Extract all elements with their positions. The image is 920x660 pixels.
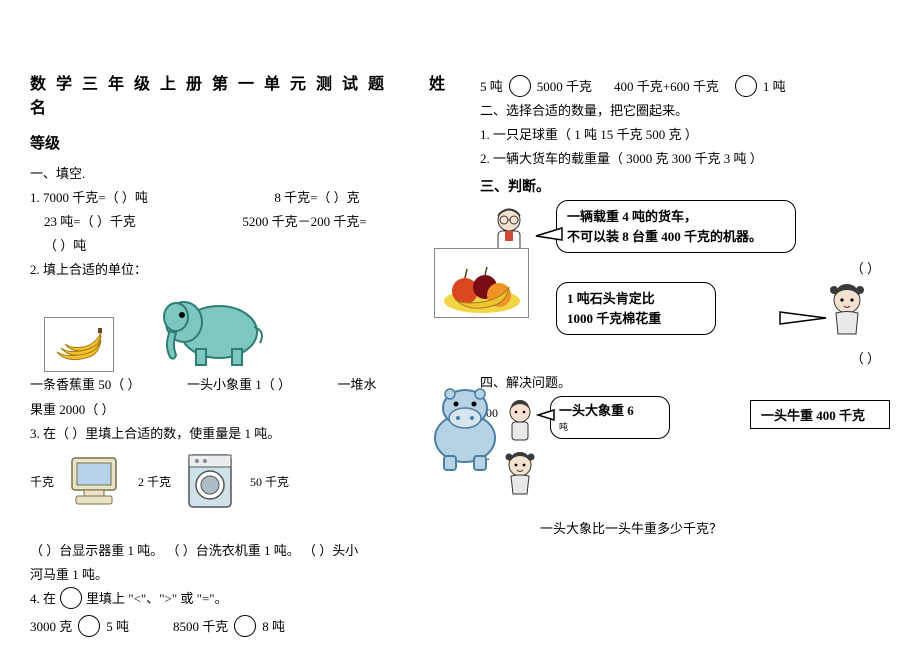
q4b2: 8 吨 bbox=[262, 616, 285, 638]
bubble-tail2-icon bbox=[778, 308, 828, 328]
b2l1: 1 吨石头肯定比 bbox=[567, 289, 705, 309]
q1-row2: 23 吨=（ ）千克 5200 千克－200 千克= bbox=[30, 211, 470, 233]
right-column: 5 吨 5000 千克 400 千克+600 千克 1 吨 二、选择合适的数量，… bbox=[480, 70, 890, 640]
bubble-tail-icon bbox=[534, 226, 564, 242]
fruit-image bbox=[434, 248, 529, 318]
q4: 4. 在 里填上 "<"、">" 或 "="。 bbox=[30, 588, 470, 610]
r1c: 400 千克+600 千克 bbox=[614, 76, 719, 98]
section4-head: 四、解决问题。 bbox=[480, 372, 890, 394]
banana-icon bbox=[49, 322, 109, 367]
judge-area: 一辆载重 4 吨的货车， 不可以装 8 台重 400 千克的机器。 （ ） 1 … bbox=[480, 200, 890, 370]
q1a: 1. 7000 千克=（ ）吨 bbox=[30, 190, 148, 205]
washer-weight: 50 千克 bbox=[250, 473, 289, 490]
caption-row1: 一条香蕉重 50（ ） 一头小象重 1（ ） 一堆水 bbox=[30, 374, 470, 396]
q4b1: 8500 千克 bbox=[173, 616, 228, 638]
fruit-caption-a: 一堆水 bbox=[338, 377, 377, 392]
bubble-tail3-icon bbox=[536, 408, 556, 422]
appliances-row: 千克 2 千克 50 千克 bbox=[30, 449, 470, 514]
solve-area: 500 一头大象重 6 吨 一头牛重 400 千克 1. bbox=[480, 396, 890, 546]
q1d: 5200 千克－200 千克= bbox=[242, 214, 366, 229]
units-row bbox=[44, 287, 470, 372]
b1l1: 一辆载重 4 吨的货车， bbox=[567, 207, 785, 227]
section1-head: 一、填空. bbox=[30, 163, 470, 185]
q1-row1: 1. 7000 千克=（ ）吨 8 千克=（ ）克 bbox=[30, 187, 470, 209]
circle-icon bbox=[78, 615, 100, 637]
b1l2: 不可以装 8 台重 400 千克的机器。 bbox=[567, 227, 785, 247]
elephant-block bbox=[154, 287, 274, 372]
elephant-icon bbox=[154, 287, 274, 372]
b1unit: 吨 bbox=[559, 421, 661, 435]
r1a: 5 吨 bbox=[480, 76, 503, 98]
slot1: （ ） bbox=[851, 258, 880, 277]
s4-question: 一头大象比一头牛重多少千克？ bbox=[540, 518, 722, 537]
q4a2: 5 吨 bbox=[106, 616, 129, 638]
circle-icon bbox=[509, 75, 531, 97]
b1: 一头大象重 6 bbox=[559, 403, 634, 418]
grade-label: 等级 bbox=[30, 132, 470, 153]
worksheet-page: 数 学 三 年 级 上 册 第 一 单 元 测 试 题 姓 名 等级 一、填空.… bbox=[0, 0, 920, 660]
circle-icon bbox=[735, 75, 757, 97]
q1c: 23 吨=（ ）千克 bbox=[44, 214, 136, 229]
section3-head: 三、判断。 bbox=[480, 176, 890, 196]
bubble-elephant-weight: 一头大象重 6 吨 bbox=[550, 396, 670, 439]
title-text: 数 学 三 年 级 上 册 第 一 单 元 测 试 题 bbox=[30, 76, 387, 93]
monitor-icon bbox=[66, 454, 126, 509]
banana-image bbox=[44, 317, 114, 372]
circle-icon bbox=[60, 587, 82, 609]
q3-line: （ ）台显示器重 1 吨。 （ ）台洗衣机重 1 吨。 （ ）头小 bbox=[30, 540, 470, 562]
q4-suffix: 里填上 "<"、">" 或 "="。 bbox=[86, 588, 228, 610]
circle-icon bbox=[234, 615, 256, 637]
fruit-icon bbox=[437, 251, 527, 316]
bubble-stone: 1 吨石头肯定比 1000 千克棉花重 bbox=[556, 282, 716, 335]
page-title: 数 学 三 年 级 上 册 第 一 单 元 测 试 题 姓 名 bbox=[30, 70, 470, 118]
b2l2: 1000 千克棉花重 bbox=[567, 309, 705, 329]
kg-label: 千克 bbox=[30, 473, 54, 490]
s2q1: 1. 一只足球重（ 1 吨 15 千克 500 克 ） bbox=[480, 124, 890, 146]
q3: 3. 在（ ）里填上合适的数，使重量是 1 吨。 bbox=[30, 423, 470, 445]
banana-caption: 一条香蕉重 50（ ） bbox=[30, 377, 141, 392]
q4-row: 3000 克 5 吨 8500 千克 8 吨 bbox=[30, 616, 470, 638]
q4a1: 3000 克 bbox=[30, 616, 72, 638]
banana-block bbox=[44, 317, 114, 372]
q1e: （ ）吨 bbox=[30, 235, 470, 257]
q4-prefix: 4. 在 bbox=[30, 588, 56, 610]
slot2: （ ） bbox=[851, 348, 880, 367]
girl-icon bbox=[820, 280, 875, 345]
r1b: 5000 千克 bbox=[537, 76, 592, 98]
left-column: 数 学 三 年 级 上 册 第 一 单 元 测 试 题 姓 名 等级 一、填空.… bbox=[30, 70, 470, 640]
monitor-weight: 2 千克 bbox=[138, 473, 171, 490]
fruit-caption-b: 果重 2000（ ） bbox=[30, 399, 470, 421]
section2-head: 二、选择合适的数量，把它圈起来。 bbox=[480, 100, 890, 122]
washer-icon bbox=[183, 449, 238, 514]
bubble-cow-weight: 一头牛重 400 千克 bbox=[750, 400, 890, 429]
q4-top-row: 5 吨 5000 千克 400 千克+600 千克 1 吨 bbox=[480, 76, 890, 98]
hippo-icon bbox=[420, 380, 510, 475]
q3-line2: 河马重 1 吨。 bbox=[30, 564, 470, 586]
q2: 2. 填上合适的单位： bbox=[30, 259, 470, 281]
elephant-caption: 一头小象重 1（ ） bbox=[187, 377, 291, 392]
q1b: 8 千克=（ ）克 bbox=[274, 190, 359, 205]
r1d: 1 吨 bbox=[763, 76, 786, 98]
s2q2: 2. 一辆大货车的载重量（ 3000 克 300 千克 3 吨 ） bbox=[480, 148, 890, 170]
bubble-truck: 一辆载重 4 吨的货车， 不可以装 8 台重 400 千克的机器。 bbox=[556, 200, 796, 253]
